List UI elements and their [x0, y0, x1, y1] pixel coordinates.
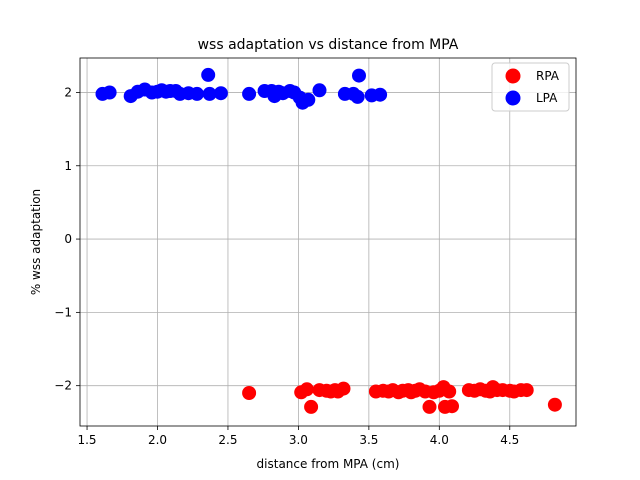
data-point-rpa [242, 386, 257, 400]
legend-label-rpa: RPA [536, 69, 560, 83]
x-tick-label: 4.5 [500, 433, 519, 447]
x-tick-label: 3.5 [359, 433, 378, 447]
data-point-lpa [312, 83, 327, 98]
legend: RPA LPA [491, 62, 570, 112]
y-tick-label: 1 [64, 159, 72, 173]
plot-area [80, 58, 576, 426]
data-point-lpa [190, 86, 204, 101]
x-tick-label: 1.5 [77, 433, 96, 447]
plot-frame [79, 57, 577, 427]
data-point-lpa [202, 86, 217, 101]
y-tick-label: 0 [64, 232, 72, 246]
y-tick-label: 2 [64, 85, 72, 99]
data-point-rpa [299, 382, 314, 397]
data-point-rpa [445, 399, 459, 414]
x-tick-label: 2.0 [148, 433, 167, 447]
data-point-rpa [442, 384, 457, 399]
data-point-lpa [213, 86, 228, 101]
data-point-lpa [201, 67, 216, 82]
legend-marker-rpa [505, 68, 521, 84]
data-point-lpa [102, 85, 117, 100]
data-point-rpa [547, 397, 562, 412]
legend-label-lpa: LPA [536, 91, 558, 105]
data-point-rpa [336, 381, 351, 396]
x-tick-label: 2.5 [218, 433, 237, 447]
data-point-lpa [352, 68, 366, 83]
x-tick-label: 4.0 [430, 433, 449, 447]
x-tick-label: 3.0 [289, 433, 308, 447]
data-point-lpa [373, 87, 388, 102]
x-axis-label: distance from MPA (cm) [257, 457, 400, 471]
data-point-rpa [304, 399, 319, 414]
y-tick-label: −1 [54, 305, 72, 319]
data-point-rpa [422, 399, 437, 414]
chart-title: wss adaptation vs distance from MPA [198, 37, 459, 53]
y-tick-label: −2 [54, 379, 72, 393]
data-point-lpa [242, 86, 257, 101]
axis-ticks: 1.5 2.0 2.5 3.0 3.5 4.0 4.5 −2 −1 0 1 2 [54, 85, 519, 447]
y-axis-label: % wss adaptation [29, 189, 43, 295]
data-points [95, 67, 562, 414]
grid-lines [80, 58, 576, 426]
data-point-lpa [301, 92, 316, 107]
data-point-lpa [350, 89, 365, 104]
data-point-rpa [519, 383, 534, 398]
legend-marker-lpa [505, 90, 521, 106]
